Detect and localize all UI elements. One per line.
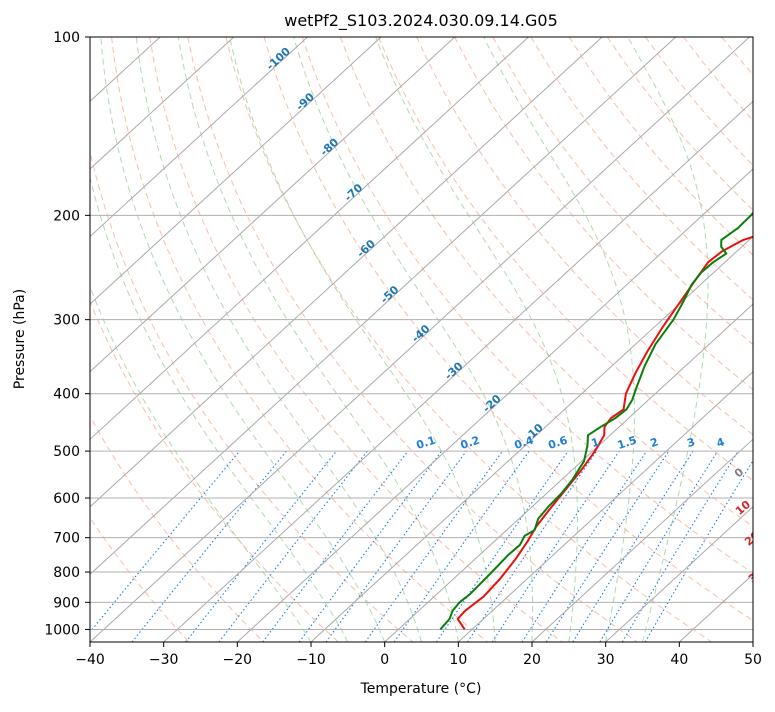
- x-tick-label: −30: [149, 652, 179, 668]
- x-tick-label: 0: [380, 652, 389, 668]
- x-tick-label: 50: [744, 652, 762, 668]
- x-tick-label: 30: [597, 652, 615, 668]
- y-axis-title: Pressure (hPa): [12, 289, 28, 389]
- x-tick-label: −10: [296, 652, 326, 668]
- y-tick-label: 400: [53, 387, 80, 403]
- x-tick-label: −40: [75, 652, 105, 668]
- y-tick-label: 100: [53, 30, 80, 46]
- y-tick-label: 500: [53, 444, 80, 460]
- x-tick-label: 20: [523, 652, 541, 668]
- y-tick-label: 700: [53, 531, 80, 547]
- x-tick-label: 40: [670, 652, 688, 668]
- x-axis-title: Temperature (°C): [360, 681, 482, 697]
- y-tick-label: 800: [53, 565, 80, 581]
- chart-title: wetPf2_S103.2024.030.09.14.G05: [284, 11, 558, 31]
- x-tick-label: −20: [223, 652, 253, 668]
- y-tick-label: 1000: [44, 622, 80, 638]
- y-tick-label: 300: [53, 313, 80, 329]
- y-tick-label: 200: [53, 208, 80, 224]
- y-tick-label: 900: [53, 595, 80, 611]
- y-tick-label: 600: [53, 491, 80, 507]
- x-tick-label: 10: [449, 652, 467, 668]
